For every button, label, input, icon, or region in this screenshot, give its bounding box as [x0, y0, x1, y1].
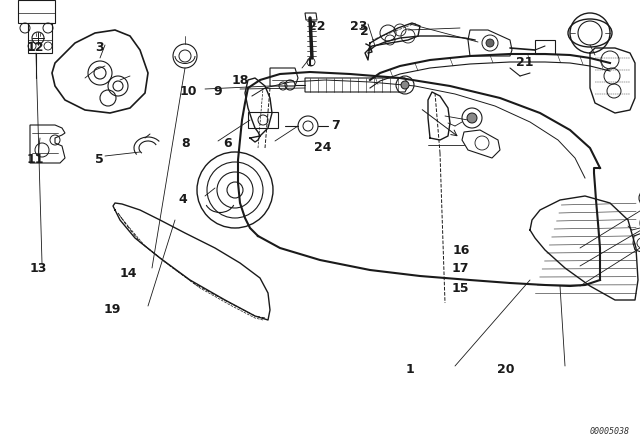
Text: 3: 3 — [95, 40, 104, 54]
Text: 1: 1 — [405, 363, 414, 376]
Text: 20: 20 — [497, 363, 515, 376]
Text: 24: 24 — [314, 141, 332, 155]
Circle shape — [401, 81, 409, 89]
Text: 17: 17 — [452, 262, 470, 276]
Text: 5: 5 — [95, 152, 104, 166]
Text: 21: 21 — [516, 56, 534, 69]
Text: 2: 2 — [360, 25, 369, 38]
Text: 9: 9 — [213, 85, 222, 99]
Circle shape — [467, 113, 477, 123]
Text: 23: 23 — [349, 20, 367, 34]
Text: 18: 18 — [231, 74, 249, 87]
Circle shape — [486, 39, 494, 47]
Text: 19: 19 — [103, 302, 121, 316]
Text: 4: 4 — [178, 193, 187, 206]
Text: 10: 10 — [180, 85, 198, 99]
Text: 12: 12 — [26, 40, 44, 54]
Text: 15: 15 — [452, 282, 470, 296]
Text: 6: 6 — [223, 137, 232, 150]
Text: 00005038: 00005038 — [590, 427, 630, 436]
Text: 22: 22 — [308, 20, 326, 34]
Text: 8: 8 — [181, 137, 190, 150]
Text: 11: 11 — [26, 152, 44, 166]
Text: 7: 7 — [332, 119, 340, 132]
Text: 13: 13 — [29, 262, 47, 276]
Text: 16: 16 — [452, 244, 470, 258]
Text: 14: 14 — [119, 267, 137, 280]
